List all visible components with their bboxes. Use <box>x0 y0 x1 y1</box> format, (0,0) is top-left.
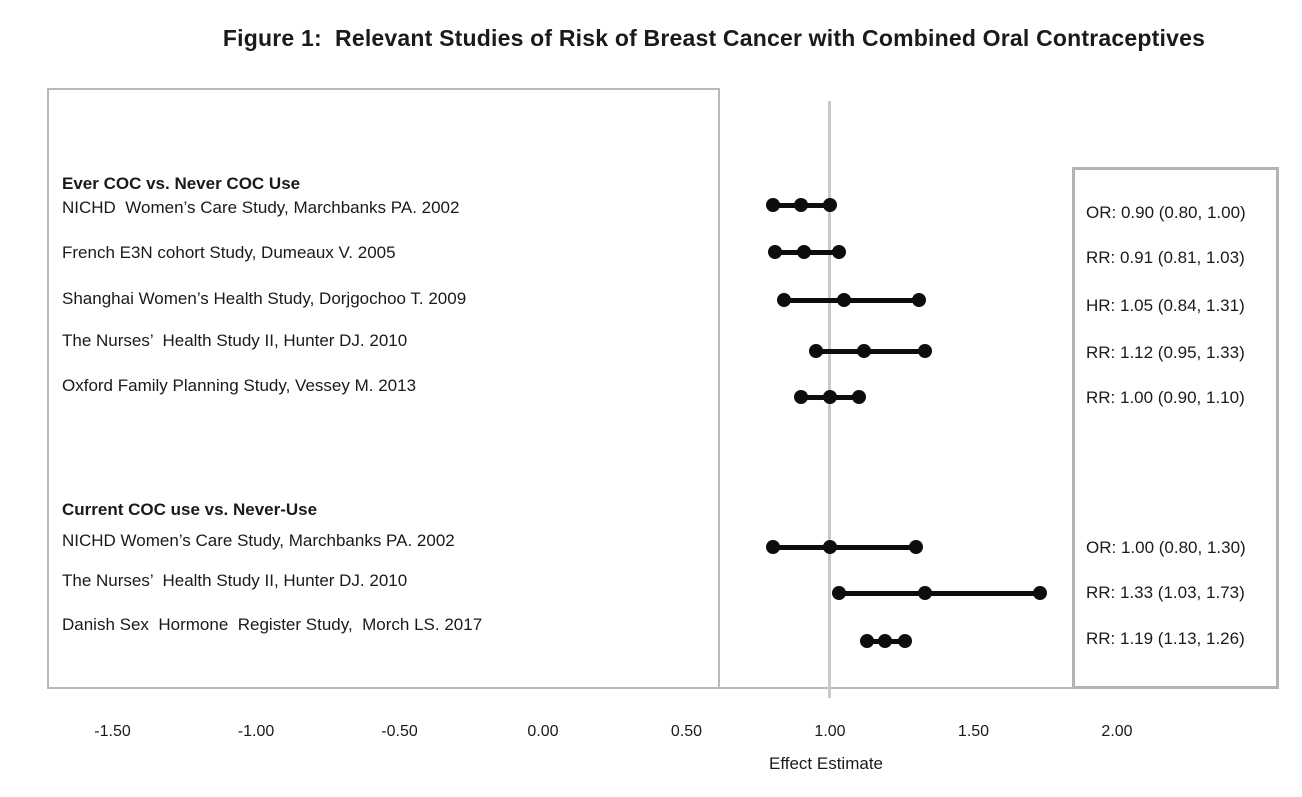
ci-endpoint-marker <box>823 198 837 212</box>
study-label: The Nurses’ Health Study II, Hunter DJ. … <box>62 331 408 350</box>
x-tick-label: 0.00 <box>527 723 559 740</box>
estimate-label: OR: 0.90 (0.80, 1.00) <box>1086 203 1246 222</box>
ci-endpoint-marker <box>860 634 875 648</box>
ci-endpoint-marker <box>909 540 924 554</box>
study-label: The Nurses’ Health Study II, Hunter DJ. … <box>62 571 408 590</box>
point-estimate-marker <box>823 540 837 554</box>
estimate-label: RR: 0.91 (0.81, 1.03) <box>1086 248 1245 267</box>
x-axis-title: Effect Estimate <box>768 754 883 773</box>
point-estimate-marker <box>797 245 812 259</box>
estimate-label: RR: 1.12 (0.95, 1.33) <box>1086 343 1245 362</box>
study-label: Danish Sex Hormone Register Study, Morch… <box>62 615 483 634</box>
x-tick-label: 0.50 <box>670 723 703 740</box>
ci-endpoint-marker <box>768 245 783 259</box>
study-label: French E3N cohort Study, Dumeaux V. 2005 <box>62 243 396 262</box>
estimate-label: RR: 1.33 (1.03, 1.73) <box>1086 583 1245 602</box>
point-estimate-marker <box>837 293 852 307</box>
estimate-label: HR: 1.05 (0.84, 1.31) <box>1086 296 1245 315</box>
ci-endpoint-marker <box>1032 586 1047 600</box>
estimates-box <box>1072 167 1279 689</box>
point-estimate-marker <box>794 198 809 212</box>
study-label: Shanghai Women’s Health Study, Dorjgocho… <box>62 289 467 308</box>
study-label: NICHD Women’s Care Study, Marchbanks PA.… <box>62 198 460 217</box>
ci-endpoint-marker <box>765 198 780 212</box>
x-tick-label: 1.50 <box>957 723 990 740</box>
ci-endpoint-marker <box>911 293 926 307</box>
study-label: Oxford Family Planning Study, Vessey M. … <box>62 376 417 395</box>
ci-line <box>784 297 919 303</box>
ci-endpoint-marker <box>794 390 809 404</box>
estimate-label: RR: 1.00 (0.90, 1.10) <box>1086 388 1245 407</box>
x-tick-label: -0.50 <box>381 723 418 740</box>
x-axis-line <box>47 687 1279 689</box>
ci-endpoint-marker <box>765 540 780 554</box>
x-tick-label: 2.00 <box>1101 723 1133 740</box>
x-tick-label: -1.00 <box>237 723 275 740</box>
figure-title: Figure 1: Relevant Studies of Risk of Br… <box>222 25 1206 51</box>
ci-endpoint-marker <box>831 586 846 600</box>
point-estimate-marker <box>857 344 872 358</box>
ci-endpoint-marker <box>808 344 823 358</box>
ci-endpoint-marker <box>917 344 932 358</box>
estimate-label: OR: 1.00 (0.80, 1.30) <box>1086 538 1246 557</box>
study-label: NICHD Women’s Care Study, Marchbanks PA.… <box>62 531 455 550</box>
point-estimate-marker <box>877 634 892 648</box>
point-estimate-marker <box>917 586 932 600</box>
ci-line <box>772 544 917 550</box>
x-tick-label: -1.50 <box>94 723 131 740</box>
group-heading: Ever COC vs. Never COC Use <box>62 174 301 193</box>
ci-endpoint-marker <box>897 634 912 648</box>
group-heading: Current COC use vs. Never-Use <box>62 500 318 519</box>
ci-line <box>838 590 1040 596</box>
ci-endpoint-marker <box>777 293 792 307</box>
ci-endpoint-marker <box>831 245 846 259</box>
ci-endpoint-marker <box>851 390 866 404</box>
estimate-label: RR: 1.19 (1.13, 1.26) <box>1086 629 1245 648</box>
point-estimate-marker <box>823 390 837 404</box>
x-tick-label: 1.00 <box>814 723 846 740</box>
